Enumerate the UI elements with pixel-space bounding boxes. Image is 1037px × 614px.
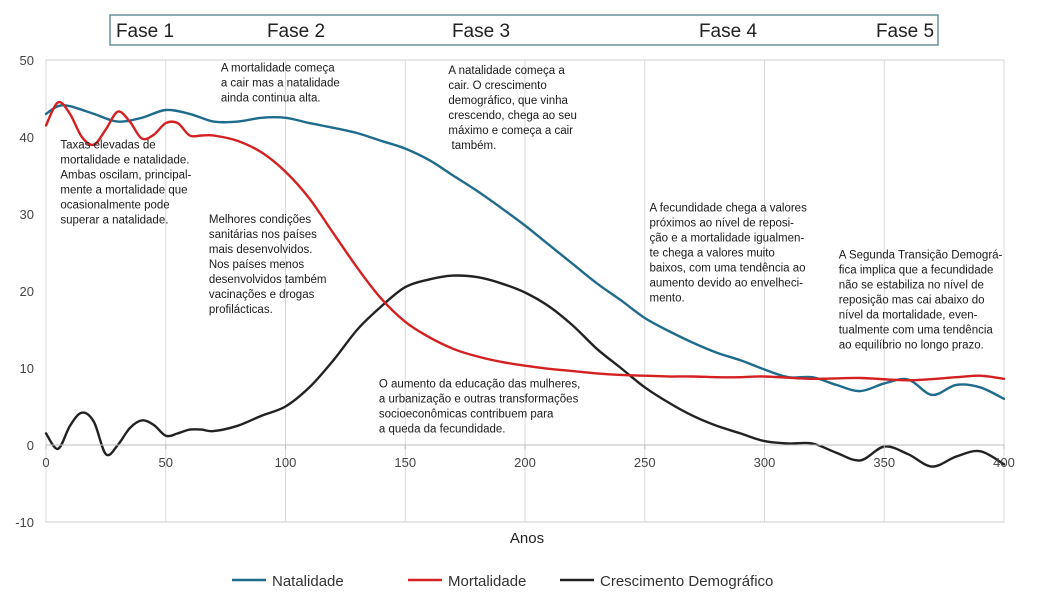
x-tick-label: 200 [514,455,536,470]
annotation-text: O aumento da educação das mulheres, a urb… [379,378,580,435]
annotation-text: A mortalidade começa a cair mas a natalid… [221,63,340,105]
y-tick-label: -10 [15,515,34,530]
annotation-text: A natalidade começa a cair. O crescimento… [448,65,577,152]
annotation-line: a queda da fecundidade. [379,423,506,435]
annotation-line: ção e a mortalidade igualmen- [650,233,805,245]
annotation-line: máximo e começa a cair [448,125,573,137]
x-tick-label: 150 [394,455,416,470]
annotation-line: próximos ao nível de reposi- [650,218,795,230]
x-tick-label: 0 [42,455,49,470]
annotation-line: não se estabiliza no nível de [839,280,984,292]
annotations: Taxas elevadas de mortalidade e natalidad… [60,63,1002,436]
annotation-line: Nos países menos [209,259,304,271]
annotation-line: desenvolvidos também [209,274,327,286]
phase-label: Fase 5 [876,21,934,42]
y-tick-label: 10 [20,361,34,376]
y-tick-label: 40 [20,130,34,145]
phase-label: Fase 1 [116,21,174,42]
legend: Natalidade Mortalidade Crescimento Demográ… [232,573,773,590]
annotation-line: superar a natalidade. [60,215,168,227]
annotation-line: A fecundidade chega a valores [650,203,808,215]
annotation-text: Taxas elevadas de mortalidade e natalidad… [60,140,191,227]
legend-label: Mortalidade [448,573,526,590]
annotation-line: baixos, com uma tendência ao [650,263,806,275]
annotation-text: A fecundidade chega a valores próximos ao… [650,203,808,305]
annotation-line: A mortalidade começa [221,63,335,75]
y-tick-label: 0 [27,438,34,453]
x-tick-label: 350 [873,455,895,470]
x-tick-label: 400 [993,455,1015,470]
annotation-line: reposição mas cai abaixo do [839,295,985,307]
x-axis-title: Anos [510,530,544,547]
series-line-mortalidade [44,100,1006,382]
x-tick-label: 50 [159,455,173,470]
x-tick-label: 250 [634,455,656,470]
annotation-line: profilácticas. [209,304,273,316]
legend-label: Natalidade [272,573,344,590]
annotation-line: aumento devido ao envelheci- [650,278,804,290]
axes: 0 50 100 150 200 250 300 350 400 -10 0 10 20 30 40 50 An… [15,53,1015,547]
series-line-crescimento-demografico [44,274,1006,468]
y-tick-label: 30 [20,207,34,222]
phase-label: Fase 2 [267,21,325,42]
annotation-line: crescendo, chega ao seu [448,110,577,122]
annotation-line: a cair mas a natalidade [221,78,340,90]
annotation-line: demográfico, que vinha [448,95,568,107]
phase-label: Fase 4 [699,21,758,42]
annotation-line: te chega a valores muito [650,248,775,260]
annotation-line: A natalidade começa a [448,65,565,77]
annotation-line: O aumento da educação das mulheres, [379,378,580,390]
annotation-line: fica implica que a fecundidade [839,265,994,277]
annotation-line: tualmente com uma tendência [839,325,994,337]
y-tick-label: 50 [20,53,34,68]
annotation-line: mento. [650,293,685,305]
annotation-line: Ambas oscilam, principal- [60,170,191,182]
annotation-line: mortalidade e natalidade. [60,155,189,167]
annotation-line: Taxas elevadas de [60,140,155,152]
annotation-line: nível da mortalidade, even- [839,310,978,322]
annotation-line: ao equilíbrio no longo prazo. [839,340,984,352]
series-lines [44,100,1006,468]
annotation-line: Melhores condições [209,214,312,226]
x-tick-label: 100 [275,455,297,470]
y-tick-label: 20 [20,284,34,299]
phase-bar: Fase 1 Fase 2 Fase 3 Fase 4 Fase 5 [109,14,939,46]
legend-label: Crescimento Demográfico [600,573,773,590]
phase-bar-frame [109,14,939,46]
annotation-line: mente a mortalidade que [60,185,187,197]
annotation-line: A Segunda Transição Demográ- [839,250,1003,262]
annotation-line: ocasionalmente pode [60,200,169,212]
series-line-natalidade [44,104,1006,400]
annotation-line: sanitárias nos países [209,229,317,241]
phase-label: Fase 3 [452,21,510,42]
annotation-line: socioeconômicas contribuem para [379,408,554,420]
annotation-line: também. [448,140,496,152]
annotation-text: A Segunda Transição Demográ-fica implica… [839,250,1003,352]
annotation-line: cair. O crescimento [448,80,546,92]
annotation-line: mais desenvolvidos. [209,244,313,256]
annotation-line: vacinações e drogas [209,289,315,301]
annotation-text: Melhores condições sanitárias nos países m… [209,214,327,316]
x-tick-label: 300 [754,455,776,470]
annotation-line: ainda continua alta. [221,93,321,105]
annotation-line: a urbanização e outras transformações [379,393,579,405]
